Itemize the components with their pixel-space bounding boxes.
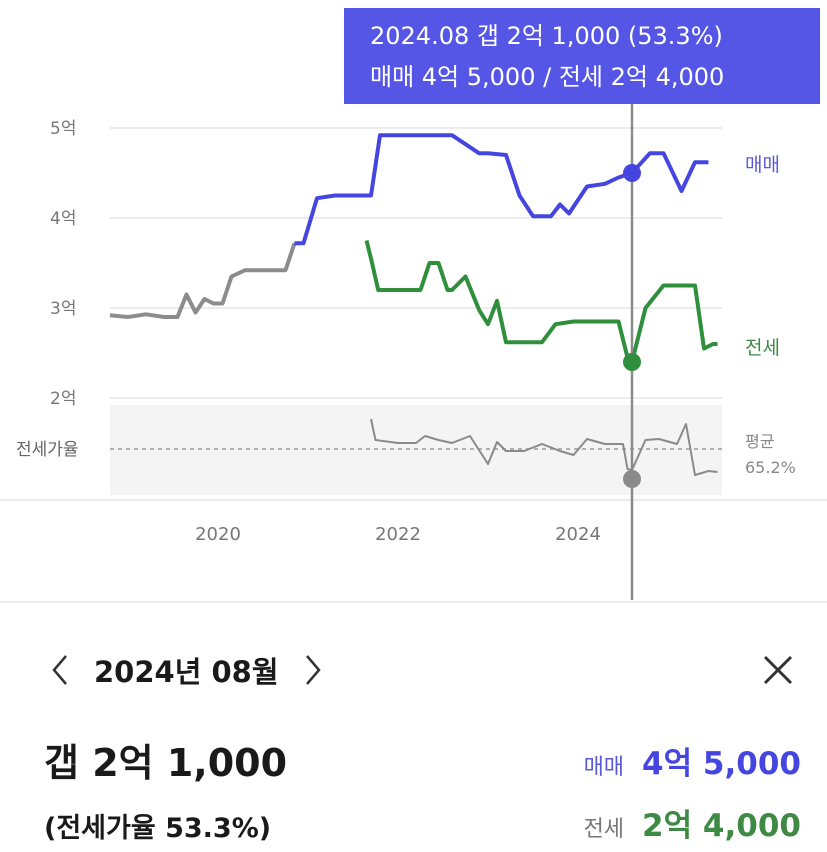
sale-price-label: 매매: [583, 755, 625, 780]
month-navigator: 2024년 08월: [40, 642, 333, 698]
jeonse-series-label: 전세: [745, 337, 780, 359]
ratio-band-background: [110, 405, 722, 495]
sale-line: [294, 133, 709, 246]
x-axis-ticks: 2020 2022 2024: [195, 524, 601, 545]
current-month-label: 2024년 08월: [94, 655, 279, 689]
ratio-marker: [623, 470, 641, 488]
close-button[interactable]: [752, 644, 804, 696]
y-tick-label: 3억: [50, 299, 76, 319]
hover-markers: [623, 164, 641, 488]
jeonse-price-row: 전세 2억 4,000: [584, 800, 801, 845]
tooltip-gap-line: 2024.08 갭 2억 1,000 (53.3%): [370, 22, 723, 50]
y-tick-label: 4억: [50, 209, 76, 229]
y-tick-label: 2억: [50, 389, 76, 409]
jeonse-price-value: 2억 4,000: [642, 808, 801, 844]
chart-series: [109, 133, 718, 476]
jeonse-price-label: 전세: [583, 817, 625, 842]
chart-tooltip: 2024.08 갭 2억 1,000 (53.3%) 매매 4억 5,000 /…: [344, 8, 820, 104]
tooltip-price-line: 매매 4억 5,000 / 전세 2억 4,000: [370, 63, 725, 91]
gap-amount: 갭 2억 1,000: [44, 741, 288, 785]
chevron-left-icon: [52, 655, 67, 685]
prev-month-button[interactable]: [40, 642, 80, 698]
y-tick-label: 5억: [50, 119, 76, 139]
sale-line-history: [109, 242, 297, 319]
section-divider: [0, 601, 827, 603]
x-tick-label: 2020: [195, 524, 241, 545]
chart-grid: [110, 127, 722, 399]
price-chart[interactable]: 2억 3억 4억 5억 2020 2022 2024 매매 전세 전세가율 평균 65.2…: [0, 0, 827, 604]
jeonse-ratio: (전세가율 53.3%): [44, 813, 272, 844]
sale-price-row: 매매 4억 5,000: [584, 738, 801, 783]
sale-marker: [623, 164, 641, 182]
ratio-axis-label: 전세가율: [16, 440, 79, 460]
ratio-line: [370, 418, 718, 476]
x-tick-label: 2022: [375, 524, 421, 545]
sale-price-value: 4억 5,000: [642, 746, 801, 782]
y-axis-ticks: 2억 3억 4억 5억: [50, 119, 76, 409]
average-value: 65.2%: [745, 458, 796, 477]
sale-series-label: 매매: [745, 154, 780, 176]
x-tick-label: 2024: [555, 524, 601, 545]
average-label: 평균: [745, 432, 774, 451]
jeonse-line: [364, 240, 718, 364]
close-icon: [763, 655, 793, 685]
chevron-right-icon: [305, 655, 321, 685]
next-month-button[interactable]: [293, 642, 333, 698]
jeonse-marker: [623, 353, 641, 371]
